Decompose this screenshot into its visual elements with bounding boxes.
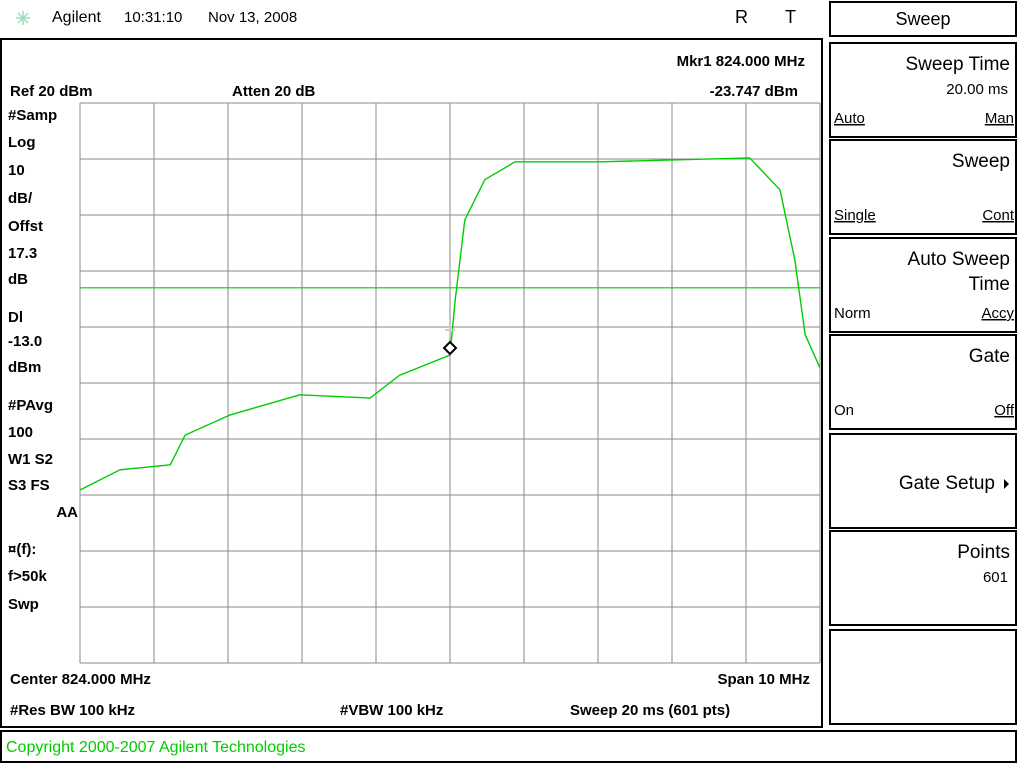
marker-label: Mkr1 824.000 MHz [677,53,805,70]
softkey-option: Accy [981,305,1014,322]
annotation: #Samp [8,107,57,124]
softkey-option: On [834,402,854,419]
time: 10:31:10 [124,9,182,26]
annotation: W1 S2 [8,451,53,468]
softkey-label: Sweep [952,151,1010,172]
span: Span 10 MHz [717,671,810,688]
softkey-label: Points [957,542,1010,563]
annotation: dBm [8,359,41,376]
trace [79,157,821,491]
menu-title: Sweep [895,9,950,29]
annotation: dB/ [8,190,33,207]
annotation: f>50k [8,568,47,585]
annotation: 17.3 [8,245,37,262]
annotation: ¤(f): [8,541,36,558]
softkey-option: Single [834,207,876,224]
annotation: 10 [8,162,25,179]
softkey [829,139,1017,235]
softkey-option: Off [994,402,1015,419]
sweep-info: Sweep 20 ms (601 pts) [570,702,730,719]
annotation: Swp [8,596,39,613]
softkey [829,629,1017,725]
annotation: Dl [8,309,23,326]
center-freq: Center 824.000 MHz [10,671,151,688]
softkey [829,42,1017,138]
softkey-label: Gate Setup [899,473,995,494]
display-frame [0,38,823,728]
logo-icon [16,11,30,25]
ref-level: Ref 20 dBm [10,83,93,100]
softkey-label: Sweep Time [905,54,1010,75]
annotation: Log [8,134,36,151]
brand: Agilent [52,9,101,26]
attenuation: Atten 20 dB [232,83,316,100]
softkey-label: Time [968,274,1010,295]
marker-cross [445,324,455,335]
softkey-label: Auto Sweep [908,249,1010,270]
softkey-option: Auto [834,110,865,127]
annotation: Offst [8,218,43,235]
softkey [829,530,1017,626]
annotation: 100 [8,424,33,441]
softkey-value: 601 [983,569,1008,586]
softkey [829,237,1017,333]
softkey [829,433,1017,529]
menu-title-box [829,1,1017,37]
submenu-arrow [1004,479,1009,489]
softkey [829,334,1017,430]
flag: R [735,7,748,27]
softkey-option: Norm [834,305,871,322]
date: Nov 13, 2008 [208,9,297,26]
softkey-label: Gate [969,346,1010,367]
status-text: Copyright 2000-2007 Agilent Technologies [6,739,305,756]
softkey-option: Man [985,110,1014,127]
annotation: AA [56,504,78,521]
marker [442,340,458,356]
annotation: dB [8,271,28,288]
softkey-option: Cont [982,207,1015,224]
softkey-value: 20.00 ms [946,81,1008,98]
status-bar [0,730,1017,763]
rbw: #Res BW 100 kHz [10,702,135,719]
vbw: #VBW 100 kHz [340,702,443,719]
annotation: S3 FS [8,477,50,494]
annotation: #PAvg [8,397,53,414]
flag: T [785,7,796,27]
marker-value: -23.747 dBm [710,83,798,100]
annotation: -13.0 [8,333,42,350]
